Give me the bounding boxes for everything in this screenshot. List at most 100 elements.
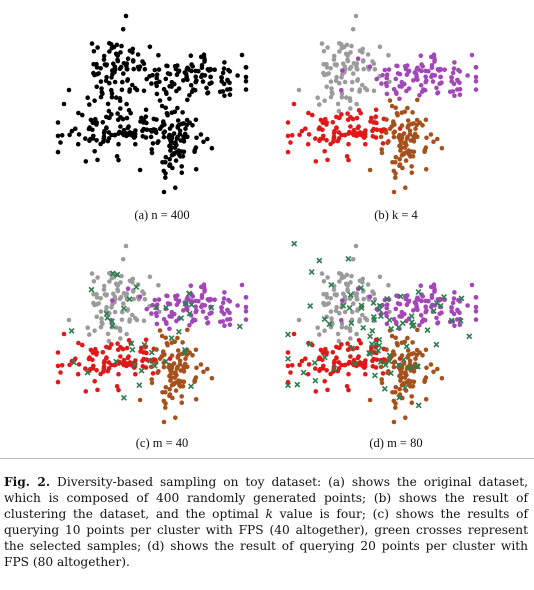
data-point — [367, 64, 373, 69]
data-point — [393, 405, 398, 410]
data-point — [387, 98, 393, 103]
data-point — [119, 43, 124, 49]
data-point — [169, 353, 175, 358]
data-point — [321, 363, 326, 369]
data-point — [120, 79, 125, 85]
data-point — [199, 74, 204, 80]
selected-sample-cross — [377, 358, 384, 365]
data-point — [337, 279, 342, 284]
data-point — [331, 360, 337, 366]
data-point — [435, 321, 440, 326]
data-point — [422, 87, 428, 93]
data-point — [162, 129, 168, 134]
data-point — [328, 79, 334, 84]
data-point — [124, 345, 130, 351]
data-point — [118, 50, 123, 55]
data-point — [365, 282, 371, 287]
data-point — [384, 91, 390, 97]
selected-sample-cross — [381, 385, 388, 392]
data-point — [155, 140, 160, 146]
data-point — [473, 295, 479, 300]
data-point — [170, 395, 175, 401]
data-point — [429, 293, 435, 298]
data-point — [176, 150, 181, 155]
data-point — [391, 189, 397, 195]
data-point — [411, 149, 417, 155]
selected-sample-cross — [236, 323, 243, 330]
data-point — [83, 136, 88, 141]
data-point — [341, 44, 347, 50]
selected-sample-cross — [346, 304, 353, 311]
data-point — [389, 103, 395, 109]
data-point — [334, 74, 339, 80]
data-point — [150, 302, 155, 308]
data-point — [391, 119, 396, 124]
data-point — [422, 379, 427, 384]
data-point — [185, 134, 190, 140]
data-point — [402, 109, 408, 115]
data-point — [306, 362, 312, 367]
data-point — [348, 106, 353, 111]
data-point — [336, 115, 342, 121]
data-point — [137, 167, 143, 173]
data-point — [161, 119, 166, 124]
data-point — [227, 92, 233, 97]
data-point — [357, 317, 363, 322]
data-point — [76, 110, 81, 116]
data-point — [83, 366, 88, 371]
data-point — [124, 101, 129, 107]
selected-sample-cross — [345, 255, 352, 262]
data-point — [149, 377, 154, 382]
data-point — [102, 62, 108, 67]
data-point — [134, 317, 140, 323]
data-point — [379, 147, 384, 152]
data-point — [457, 86, 463, 92]
data-point — [105, 138, 111, 144]
data-point — [180, 384, 186, 389]
data-point — [396, 134, 401, 140]
selected-sample-cross — [371, 316, 378, 323]
data-point — [404, 72, 410, 77]
data-point — [384, 347, 389, 352]
selected-sample-cross — [208, 304, 215, 311]
data-point — [88, 347, 94, 353]
data-point — [104, 304, 109, 310]
data-point — [80, 342, 85, 348]
data-point — [313, 366, 318, 371]
data-point — [192, 87, 198, 93]
data-point — [100, 91, 105, 97]
data-point — [385, 140, 390, 146]
data-point — [348, 50, 353, 55]
data-point — [358, 110, 363, 116]
selected-sample-cross — [400, 356, 407, 363]
data-point — [393, 105, 398, 111]
data-point — [106, 338, 112, 344]
data-point — [381, 127, 386, 132]
data-point — [87, 332, 92, 337]
data-point — [243, 317, 249, 322]
selected-sample-cross — [457, 317, 464, 324]
data-point — [100, 120, 106, 125]
selected-sample-cross — [109, 322, 116, 329]
data-point — [85, 95, 90, 100]
selected-sample-cross — [372, 341, 379, 347]
data-point — [431, 139, 436, 145]
data-point — [172, 109, 178, 115]
data-point — [423, 74, 428, 79]
data-point — [119, 317, 125, 323]
data-point — [192, 149, 197, 154]
data-point — [130, 312, 135, 318]
data-point — [399, 123, 405, 128]
data-point — [299, 358, 305, 364]
data-point — [235, 73, 240, 78]
data-point — [297, 362, 302, 368]
data-point — [389, 333, 395, 339]
data-point — [94, 295, 100, 300]
data-point — [355, 77, 361, 82]
data-point — [118, 280, 123, 285]
data-point — [177, 361, 183, 367]
data-point — [331, 134, 337, 140]
data-point — [94, 122, 99, 127]
data-point — [161, 134, 167, 140]
data-point — [55, 133, 61, 139]
